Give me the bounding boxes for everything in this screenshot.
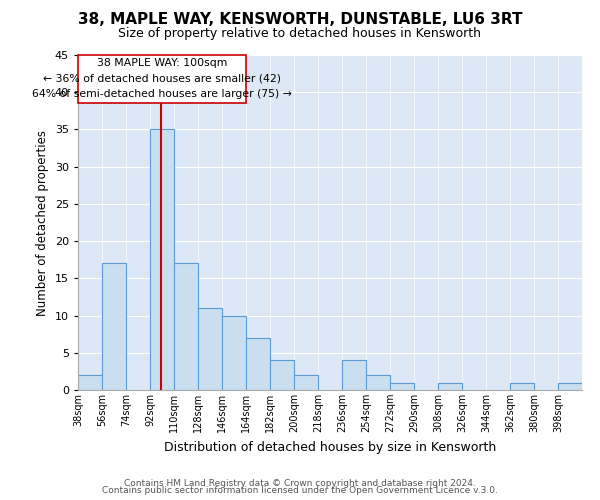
Y-axis label: Number of detached properties: Number of detached properties	[36, 130, 49, 316]
Bar	[102, 264, 126, 390]
Bar	[222, 316, 246, 390]
Bar	[342, 360, 366, 390]
Text: 38, MAPLE WAY, KENSWORTH, DUNSTABLE, LU6 3RT: 38, MAPLE WAY, KENSWORTH, DUNSTABLE, LU6…	[78, 12, 522, 28]
Text: 64% of semi-detached houses are larger (75) →: 64% of semi-detached houses are larger (…	[32, 89, 292, 99]
Bar	[174, 264, 198, 390]
Bar	[438, 382, 462, 390]
Bar	[390, 382, 414, 390]
Bar	[558, 382, 582, 390]
Text: ← 36% of detached houses are smaller (42): ← 36% of detached houses are smaller (42…	[43, 74, 281, 84]
Bar	[78, 55, 246, 104]
Bar	[246, 338, 270, 390]
Text: 38 MAPLE WAY: 100sqm: 38 MAPLE WAY: 100sqm	[97, 58, 227, 68]
Bar	[78, 375, 102, 390]
Bar	[294, 375, 318, 390]
Text: Contains public sector information licensed under the Open Government Licence v.: Contains public sector information licen…	[102, 486, 498, 495]
Bar	[150, 130, 174, 390]
Bar	[366, 375, 390, 390]
X-axis label: Distribution of detached houses by size in Kensworth: Distribution of detached houses by size …	[164, 440, 496, 454]
Text: Contains HM Land Registry data © Crown copyright and database right 2024.: Contains HM Land Registry data © Crown c…	[124, 478, 476, 488]
Bar	[270, 360, 294, 390]
Text: Size of property relative to detached houses in Kensworth: Size of property relative to detached ho…	[119, 28, 482, 40]
Bar	[198, 308, 222, 390]
Bar	[510, 382, 534, 390]
